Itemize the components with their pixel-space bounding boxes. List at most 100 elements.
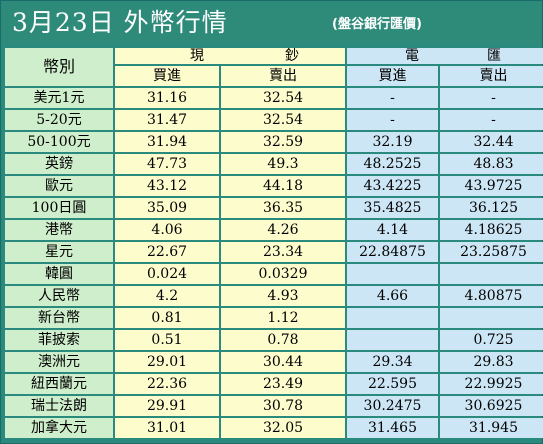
transfer-buy-value: 32.19 <box>347 132 438 152</box>
transfer-buy-value: 31.465 <box>347 418 438 438</box>
cash-buy-value: 29.91 <box>115 396 219 416</box>
currency-name: 美元1元 <box>5 88 113 108</box>
transfer-buy-value: 4.14 <box>347 220 438 240</box>
cash-buy-value: 0.81 <box>115 308 219 328</box>
table-row: 紐西蘭元 22.36 23.49 22.595 22.9925 <box>5 374 543 394</box>
currency-name: 港幣 <box>5 220 113 240</box>
currency-name: 紐西蘭元 <box>5 374 113 394</box>
cash-buy-value: 4.06 <box>115 220 219 240</box>
table-row: 瑞士法朗 29.91 30.78 30.2475 30.6925 <box>5 396 543 416</box>
table-row: 加拿大元 31.01 32.05 31.465 31.945 <box>5 418 543 438</box>
table-row: 英鎊 47.73 49.3 48.2525 48.83 <box>5 154 543 174</box>
table-row: 星元 22.67 23.34 22.84875 23.25875 <box>5 242 543 262</box>
sub-header-row: 買進 賣出 買進 賣出 <box>5 66 543 86</box>
transfer-buy-header: 買進 <box>347 66 438 86</box>
cash-buy-value: 31.47 <box>115 110 219 130</box>
transfer-sell-value: 22.9925 <box>440 374 543 394</box>
transfer-sell-value: 31.945 <box>440 418 543 438</box>
transfer-buy-value: 4.66 <box>347 286 438 306</box>
cash-sell-header: 賣出 <box>221 66 345 86</box>
transfer-sell-value: 0.725 <box>440 330 543 350</box>
title-bar: 3月23日 外幣行情 (盤谷銀行匯價) <box>2 2 541 44</box>
currency-name: 澳洲元 <box>5 352 113 372</box>
currency-name: 50-100元 <box>5 132 113 152</box>
table-row: 50-100元 31.94 32.59 32.19 32.44 <box>5 132 543 152</box>
cash-buy-value: 4.2 <box>115 286 219 306</box>
cash-buy-value: 0.024 <box>115 264 219 284</box>
transfer-buy-value: 30.2475 <box>347 396 438 416</box>
cash-sell-value: 4.93 <box>221 286 345 306</box>
cash-sell-value: 23.34 <box>221 242 345 262</box>
cash-sell-value: 30.78 <box>221 396 345 416</box>
transfer-sell-value: 4.80875 <box>440 286 543 306</box>
cash-buy-value: 22.67 <box>115 242 219 262</box>
cash-sell-value: 4.26 <box>221 220 345 240</box>
cash-group-label-right: 鈔 <box>285 48 299 64</box>
transfer-sell-value: 29.83 <box>440 352 543 372</box>
transfer-buy-value: 48.2525 <box>347 154 438 174</box>
cash-sell-value: 32.05 <box>221 418 345 438</box>
transfer-sell-value: 4.18625 <box>440 220 543 240</box>
transfer-group-label-left: 電 <box>405 48 419 64</box>
source-note: (盤谷銀行匯價) <box>332 17 422 32</box>
page-title: 3月23日 外幣行情 <box>12 8 228 37</box>
cash-group-label-left: 現 <box>190 48 204 64</box>
currency-name: 英鎊 <box>5 154 113 174</box>
cash-buy-value: 43.12 <box>115 176 219 196</box>
cash-sell-value: 36.35 <box>221 198 345 218</box>
cash-buy-value: 31.16 <box>115 88 219 108</box>
transfer-buy-value <box>347 264 438 284</box>
cash-sell-value: 23.49 <box>221 374 345 394</box>
cash-sell-value: 32.54 <box>221 88 345 108</box>
currency-name: 人民幣 <box>5 286 113 306</box>
currency-name: 5-20元 <box>5 110 113 130</box>
transfer-buy-value: 35.4825 <box>347 198 438 218</box>
currency-name: 100日圓 <box>5 198 113 218</box>
table-row: 港幣 4.06 4.26 4.14 4.18625 <box>5 220 543 240</box>
cash-sell-value: 30.44 <box>221 352 345 372</box>
transfer-sell-value: 30.6925 <box>440 396 543 416</box>
cash-buy-value: 31.01 <box>115 418 219 438</box>
currency-name: 歐元 <box>5 176 113 196</box>
currency-name: 加拿大元 <box>5 418 113 438</box>
currency-name: 新台幣 <box>5 308 113 328</box>
transfer-buy-value: 29.34 <box>347 352 438 372</box>
currency-column-header: 幣別 <box>5 48 113 86</box>
table-row: 美元1元 31.16 32.54- - <box>5 88 543 108</box>
cash-sell-value: 0.78 <box>221 330 345 350</box>
currency-name: 瑞士法朗 <box>5 396 113 416</box>
table-row: 菲披索 0.51 0.78 0.725 <box>5 330 543 350</box>
transfer-buy-value: - <box>347 88 438 108</box>
transfer-sell-value: 43.9725 <box>440 176 543 196</box>
transfer-sell-value: 36.125 <box>440 198 543 218</box>
table-row: 新台幣 0.81 1.12 <box>5 308 543 328</box>
currency-name: 菲披索 <box>5 330 113 350</box>
table-row: 歐元 43.12 44.18 43.4225 43.9725 <box>5 176 543 196</box>
table-row: 5-20元 31.47 32.54- - <box>5 110 543 130</box>
cash-buy-value: 22.36 <box>115 374 219 394</box>
cash-buy-header: 買進 <box>115 66 219 86</box>
transfer-group-label-right: 匯 <box>487 48 501 64</box>
cash-buy-value: 47.73 <box>115 154 219 174</box>
currency-name: 韓圓 <box>5 264 113 284</box>
cash-sell-value: 49.3 <box>221 154 345 174</box>
cash-sell-value: 0.0329 <box>221 264 345 284</box>
exchange-rate-table: 幣別 現 鈔 電 匯 買進 賣出 買進 賣出 美元1元 31.16 32.54- -5… <box>3 46 543 440</box>
table-row: 100日圓 35.09 36.35 35.4825 36.125 <box>5 198 543 218</box>
transfer-sell-value: 32.44 <box>440 132 543 152</box>
cash-buy-value: 0.51 <box>115 330 219 350</box>
transfer-sell-value: 23.25875 <box>440 242 543 262</box>
transfer-buy-value <box>347 330 438 350</box>
transfer-sell-value: 48.83 <box>440 154 543 174</box>
cash-group-header: 現 鈔 <box>115 48 345 64</box>
group-header-row: 幣別 現 鈔 電 匯 <box>5 48 543 86</box>
transfer-sell-value <box>440 308 543 328</box>
currency-name: 星元 <box>5 242 113 262</box>
table-row: 人民幣 4.2 4.93 4.66 4.80875 <box>5 286 543 306</box>
transfer-buy-value: 43.4225 <box>347 176 438 196</box>
cash-buy-value: 31.94 <box>115 132 219 152</box>
transfer-buy-value: 22.595 <box>347 374 438 394</box>
transfer-sell-value: - <box>440 88 543 108</box>
cash-sell-value: 32.59 <box>221 132 345 152</box>
cash-sell-value: 44.18 <box>221 176 345 196</box>
